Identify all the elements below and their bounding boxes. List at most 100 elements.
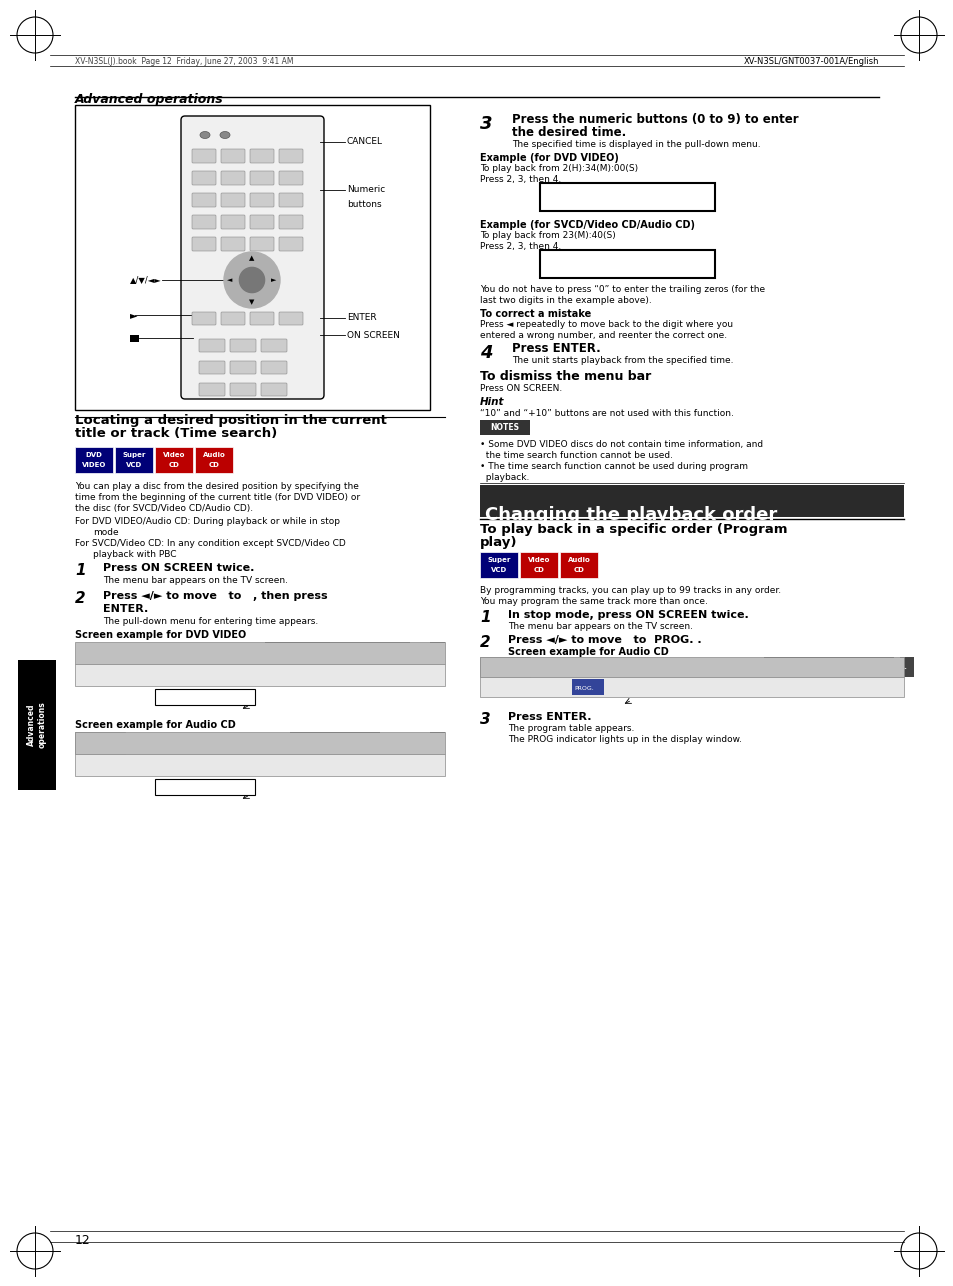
Text: To correct a mistake: To correct a mistake xyxy=(479,309,591,319)
FancyBboxPatch shape xyxy=(250,215,274,229)
FancyBboxPatch shape xyxy=(278,171,303,185)
Bar xyxy=(96,666,124,684)
Text: Numeric: Numeric xyxy=(347,185,385,194)
Text: TIME  :  :: TIME : : xyxy=(160,694,191,701)
Text: TRACK 33   TIME  25:58: TRACK 33 TIME 25:58 xyxy=(767,665,841,670)
Text: PROG.: PROG. xyxy=(574,685,593,691)
Text: playback with PBC: playback with PBC xyxy=(92,550,176,559)
Bar xyxy=(539,183,714,211)
Text: ↿OFF: ↿OFF xyxy=(98,764,115,769)
Bar xyxy=(899,657,913,676)
Text: TRACK 33   TIME  25:58: TRACK 33 TIME 25:58 xyxy=(294,742,368,746)
FancyBboxPatch shape xyxy=(278,215,303,229)
Circle shape xyxy=(239,267,264,293)
Text: Example (for DVD VIDEO): Example (for DVD VIDEO) xyxy=(479,153,618,163)
Text: ▲/▼/◄►: ▲/▼/◄► xyxy=(130,275,162,284)
Text: The specified time is displayed in the pull-down menu.: The specified time is displayed in the p… xyxy=(512,140,760,149)
Bar xyxy=(154,689,254,705)
Text: Video: Video xyxy=(163,451,185,458)
FancyBboxPatch shape xyxy=(221,193,245,207)
Bar xyxy=(479,552,517,577)
Text: play): play) xyxy=(479,536,517,549)
FancyBboxPatch shape xyxy=(192,193,215,207)
Text: You do not have to press “0” to enter the trailing zeros (for the: You do not have to press “0” to enter th… xyxy=(479,285,764,294)
Text: TIME  :  .: TIME : . xyxy=(160,784,190,791)
Text: Video: Video xyxy=(527,557,550,563)
Text: TIME  2:34:__: TIME 2:34:__ xyxy=(544,193,648,206)
FancyBboxPatch shape xyxy=(199,383,225,396)
FancyBboxPatch shape xyxy=(250,312,274,325)
Text: 2: 2 xyxy=(75,592,86,606)
Text: 2: 2 xyxy=(479,635,490,649)
Text: ENTER: ENTER xyxy=(347,314,376,323)
FancyBboxPatch shape xyxy=(192,312,215,325)
Text: mode: mode xyxy=(92,529,118,538)
Text: VCD: VCD xyxy=(126,462,142,468)
Text: You can play a disc from the desired position by specifying the: You can play a disc from the desired pos… xyxy=(75,482,358,491)
Text: The unit starts playback from the specified time.: The unit starts playback from the specif… xyxy=(512,356,733,365)
Text: For SVCD/Video CD: In any condition except SVCD/Video CD: For SVCD/Video CD: In any condition exce… xyxy=(75,539,345,548)
Bar xyxy=(500,679,529,694)
Text: □ 1/3: □ 1/3 xyxy=(200,674,217,679)
Bar xyxy=(479,485,903,517)
Text: Advanced operations: Advanced operations xyxy=(75,93,224,105)
Bar xyxy=(572,679,603,694)
Text: Press ◄ repeatedly to move back to the digit where you: Press ◄ repeatedly to move back to the d… xyxy=(479,320,732,329)
Text: Changing the playback order: Changing the playback order xyxy=(484,505,777,523)
Text: ►: ► xyxy=(435,741,440,747)
FancyBboxPatch shape xyxy=(221,171,245,185)
Text: title or track (Time search): title or track (Time search) xyxy=(75,427,277,440)
FancyBboxPatch shape xyxy=(199,361,225,374)
Text: the time search function cannot be used.: the time search function cannot be used. xyxy=(479,451,672,460)
Text: CD: CD xyxy=(533,567,544,574)
Bar xyxy=(265,642,330,664)
Text: time from the beginning of the current title (for DVD VIDEO) or: time from the beginning of the current t… xyxy=(75,493,359,502)
Text: Screen example for DVD VIDEO: Screen example for DVD VIDEO xyxy=(75,630,246,640)
Text: Press 2, 3, then 4.: Press 2, 3, then 4. xyxy=(479,242,560,251)
Bar xyxy=(330,642,410,664)
Text: entered a wrong number, and reenter the correct one.: entered a wrong number, and reenter the … xyxy=(479,331,726,340)
Text: TIME: TIME xyxy=(80,764,95,769)
Text: You may program the same track more than once.: You may program the same track more than… xyxy=(479,597,707,606)
Text: Press ◄/► to move   to   , then press: Press ◄/► to move to , then press xyxy=(103,592,327,601)
Text: XV-N3SL/GNT0037-001A/English: XV-N3SL/GNT0037-001A/English xyxy=(742,58,878,67)
Text: ►: ► xyxy=(901,665,905,670)
Bar xyxy=(115,448,152,473)
FancyBboxPatch shape xyxy=(230,383,255,396)
Text: ►  PROG.: ► PROG. xyxy=(535,685,563,691)
Text: Press the numeric buttons (0 to 9) to enter: Press the numeric buttons (0 to 9) to en… xyxy=(512,113,798,126)
Bar xyxy=(519,552,558,577)
Text: To play back in a specific order (Program: To play back in a specific order (Progra… xyxy=(479,523,786,536)
Text: By programming tracks, you can play up to 99 tracks in any order.: By programming tracks, you can play up t… xyxy=(479,586,781,595)
Text: Press ON SCREEN.: Press ON SCREEN. xyxy=(479,385,561,394)
Text: TIME: TIME xyxy=(484,685,499,691)
Text: the desired time.: the desired time. xyxy=(512,126,625,139)
Text: Screen example for Audio CD: Screen example for Audio CD xyxy=(507,647,668,657)
Text: Screen example for Audio CD: Screen example for Audio CD xyxy=(75,720,235,730)
Text: 8.5Mbps: 8.5Mbps xyxy=(154,652,184,658)
FancyBboxPatch shape xyxy=(221,312,245,325)
Bar xyxy=(430,732,444,754)
Text: Press ON SCREEN twice.: Press ON SCREEN twice. xyxy=(103,563,254,574)
Text: Advanced
operations: Advanced operations xyxy=(28,702,47,748)
Text: CD: CD xyxy=(209,462,219,468)
Text: ►: ► xyxy=(130,310,137,320)
Text: ▲: ▲ xyxy=(249,255,254,261)
FancyBboxPatch shape xyxy=(250,193,274,207)
Text: RND.: RND. xyxy=(185,764,201,769)
FancyBboxPatch shape xyxy=(250,171,274,185)
Bar xyxy=(96,756,124,774)
Text: RND.: RND. xyxy=(607,685,623,691)
Text: CD: CD xyxy=(169,462,179,468)
Text: The PROG indicator lights up in the display window.: The PROG indicator lights up in the disp… xyxy=(507,736,741,745)
Bar xyxy=(559,552,598,577)
Text: ►  CHAP.►: ► CHAP.► xyxy=(130,674,161,679)
Text: 3: 3 xyxy=(479,114,492,132)
Text: CD: CD xyxy=(573,567,584,574)
Text: TITLE 33  CHAP 33: TITLE 33 CHAP 33 xyxy=(270,652,328,657)
FancyBboxPatch shape xyxy=(192,237,215,251)
Text: ENTER.: ENTER. xyxy=(103,604,148,613)
Text: DVD: DVD xyxy=(86,451,102,458)
Text: 1: 1 xyxy=(75,563,86,577)
Text: ↿OFF: ↿OFF xyxy=(502,685,520,691)
